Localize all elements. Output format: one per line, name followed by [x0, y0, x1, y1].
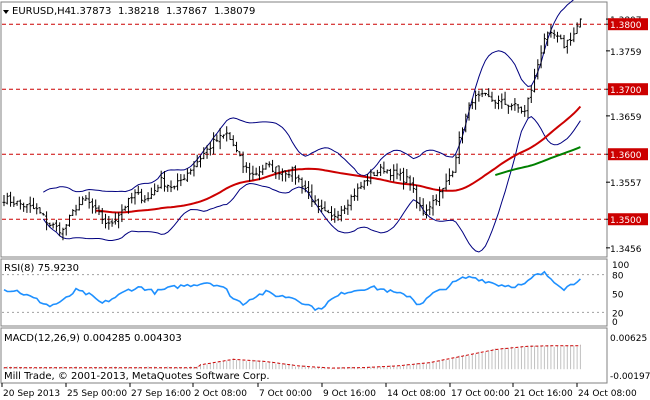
price-level-label-bg: [608, 213, 648, 226]
ohlc-open: 1.37873: [70, 6, 111, 17]
bollinger-lower-line: [42, 115, 581, 253]
moving-average-green-line: [495, 146, 581, 177]
ohlc-close: 1.38079: [214, 6, 255, 17]
macd-signal-line: [4, 345, 581, 369]
time-axis-label: 24 Oct 08:00: [578, 389, 637, 399]
price-axis-label: 1.3659: [610, 113, 642, 123]
macd-axis-label: -0.001975: [610, 372, 650, 382]
rsi-axis-label: 0: [612, 318, 618, 328]
price-axis-label: 1.3557: [610, 179, 642, 189]
price-axis-label: 1.3800: [610, 21, 642, 31]
ohlc-low: 1.37867: [166, 6, 207, 17]
ohlc-high: 1.38218: [118, 6, 159, 17]
price-axis-label: 1.3456: [610, 245, 642, 255]
rsi-panel[interactable]: [0, 258, 608, 327]
chart-header: EURUSD,H4 1.37873 1.38218 1.37867 1.3807…: [3, 6, 255, 17]
time-axis-label: 17 Oct 00:00: [451, 389, 510, 399]
macd-axis-label: 0.00625: [610, 334, 647, 344]
time-axis-label: 7 Oct 00:00: [259, 389, 312, 399]
price-axis-label: 1.3759: [610, 48, 642, 58]
rsi-axis-label: 100: [612, 261, 629, 271]
moving-average-red-line: [95, 105, 582, 214]
price-axis-label: 1.3700: [610, 86, 642, 96]
rsi-line: [3, 270, 581, 312]
price-axis-label: 1.3600: [610, 151, 642, 161]
symbol-label: EURUSD,H4: [12, 6, 71, 17]
price-axis-label: 1.3500: [610, 216, 642, 226]
time-axis-label: 25 Sep 00:00: [67, 389, 127, 399]
price-level-label-bg: [608, 18, 648, 31]
time-axis-label: 9 Oct 16:00: [323, 389, 376, 399]
copyright-text: Mill Trade, © 2001-2013, MetaQuotes Soft…: [4, 371, 270, 382]
macd-panel[interactable]: [0, 327, 608, 384]
price-level-label-bg: [608, 83, 648, 96]
time-axis-label: 2 Oct 08:00: [194, 389, 247, 399]
bollinger-upper-line: [43, 0, 574, 193]
rsi-axis-label: 20: [612, 309, 624, 319]
rsi-label: RSI(8) 75.9230: [4, 263, 79, 274]
rsi-axis-label: 80: [612, 272, 624, 282]
macd-label: MACD(12,26,9) 0.004285 0.004303: [4, 333, 182, 344]
time-axis-label: 21 Oct 16:00: [514, 389, 573, 399]
time-axis-label: 14 Oct 08:00: [387, 389, 446, 399]
symbol-marker-icon: [3, 10, 9, 14]
time-axis-label: 20 Sep 2013: [3, 389, 60, 399]
time-axis-label: 27 Sep 16:00: [131, 389, 191, 399]
price-level-label-bg: [608, 148, 648, 161]
rsi-axis-label: 50: [612, 291, 624, 301]
price-panel[interactable]: [0, 1, 608, 258]
